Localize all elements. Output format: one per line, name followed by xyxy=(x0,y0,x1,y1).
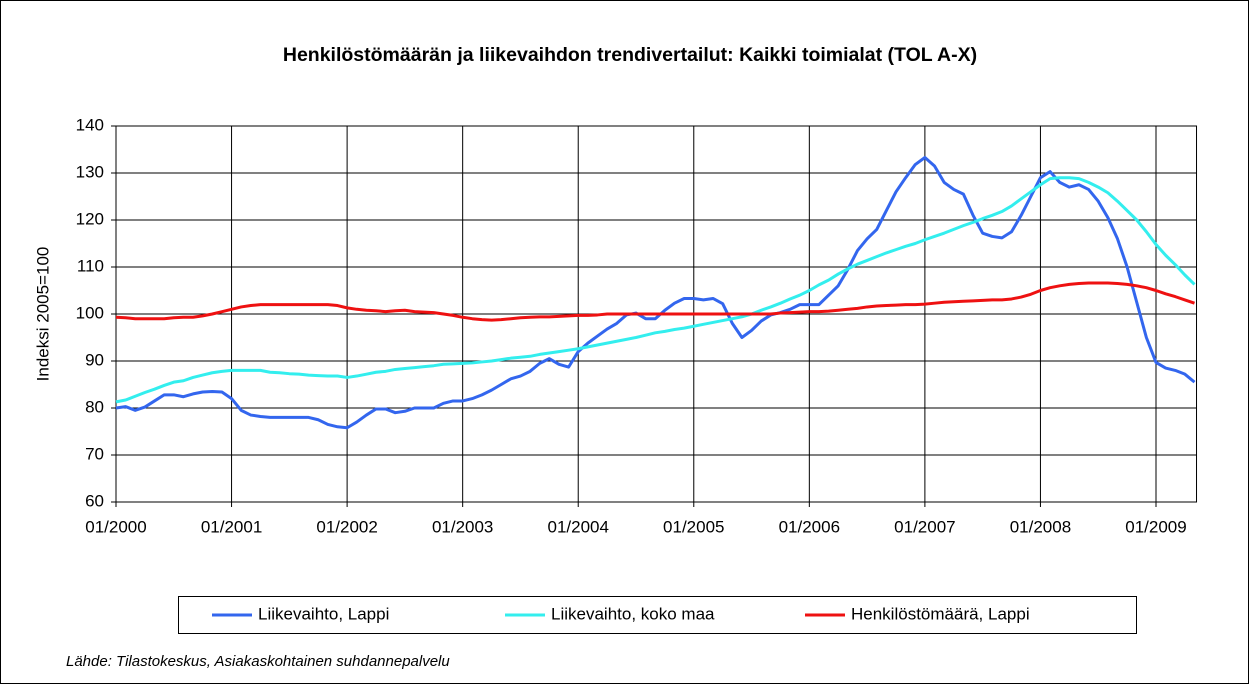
y-tick-label: 140 xyxy=(76,115,104,134)
source-note: Lähde: Tilastokeskus, Asiakaskohtainen s… xyxy=(66,653,450,670)
x-tick-label: 01/2001 xyxy=(201,517,262,536)
x-tick-label: 01/2002 xyxy=(316,517,377,536)
y-tick-label: 90 xyxy=(85,350,104,369)
y-tick-label: 60 xyxy=(85,491,104,510)
y-tick-label: 130 xyxy=(76,162,104,181)
line-series xyxy=(115,155,1196,430)
x-tick-label: 01/2000 xyxy=(85,517,146,536)
y-tick-label: 100 xyxy=(76,303,104,322)
x-tick-label: 01/2003 xyxy=(432,517,493,536)
legend-label: Liikevaihto, koko maa xyxy=(551,604,715,623)
legend-label: Henkilöstömäärä, Lappi xyxy=(851,604,1030,623)
y-tick-label: 80 xyxy=(85,397,104,416)
y-axis-label: Indeksi 2005=100 xyxy=(33,247,52,382)
x-tick-label: 01/2004 xyxy=(547,517,608,536)
line-series xyxy=(115,281,1196,322)
x-tick-label: 01/2007 xyxy=(894,517,955,536)
y-tick-label: 120 xyxy=(76,209,104,228)
x-tick-label: 01/2009 xyxy=(1125,517,1186,536)
legend-box xyxy=(178,596,1137,634)
x-tick-label: 01/2005 xyxy=(663,517,724,536)
x-tick-label: 01/2006 xyxy=(779,517,840,536)
y-tick-label: 70 xyxy=(85,444,104,463)
line-series xyxy=(115,176,1196,404)
legend-label: Liikevaihto, Lappi xyxy=(258,604,389,623)
chart-title: Henkilöstömäärän ja liikevaihdon trendiv… xyxy=(283,44,977,66)
y-tick-label: 110 xyxy=(77,256,104,275)
x-tick-label: 01/2008 xyxy=(1010,517,1071,536)
